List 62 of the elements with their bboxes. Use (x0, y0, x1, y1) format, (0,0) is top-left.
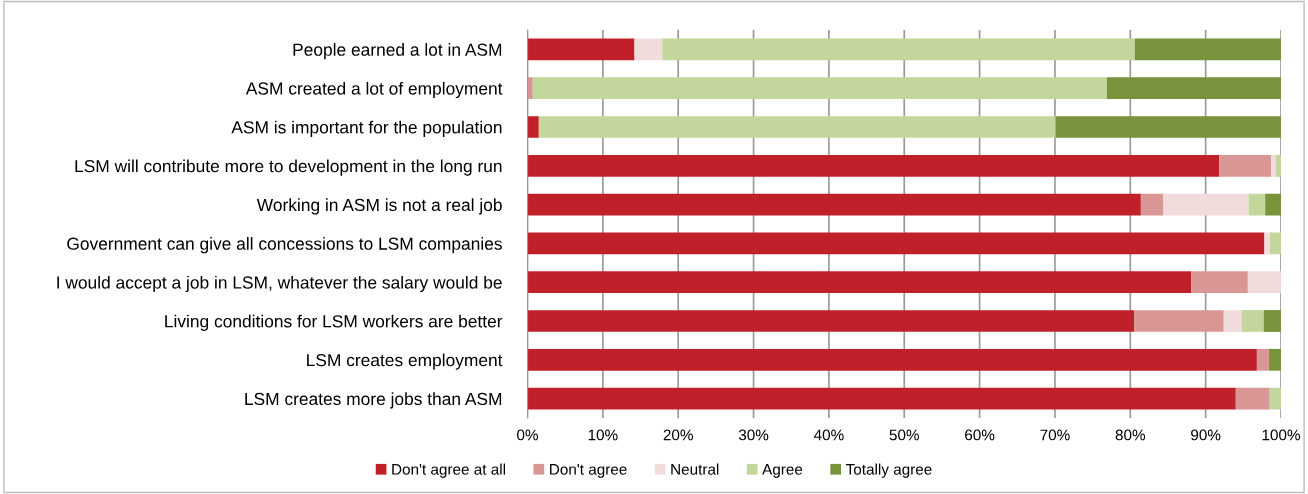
bar (1263, 310, 1281, 332)
bar (1247, 271, 1281, 294)
bar (1264, 232, 1270, 255)
y-tick-label: I would accept a job in LSM, whatever the salary would be (57, 275, 502, 293)
x-tick-label: 50% (889, 429, 919, 441)
y-tick-label: ASM is important for the population (231, 120, 502, 137)
x-tick-label: 10% (588, 429, 618, 441)
bar (527, 348, 1257, 371)
bar (1268, 348, 1281, 371)
legend-label: Neutral (671, 463, 719, 475)
y-tick-label: Government can give all concessions to LSM companies (67, 237, 502, 254)
bar (1275, 154, 1281, 177)
x-tick-label: 90% (1191, 429, 1221, 441)
bar (527, 193, 1141, 216)
bar (527, 77, 533, 100)
bar (1269, 232, 1281, 255)
bar (1256, 348, 1269, 371)
legend-label: Agree (762, 464, 803, 478)
x-tick-label: 0% (517, 429, 538, 441)
bar (527, 310, 1135, 332)
bar (1134, 310, 1224, 332)
legend-label: Don't agree at all (392, 463, 506, 478)
bar (1134, 38, 1281, 61)
bar (532, 77, 1107, 100)
bar (527, 387, 1236, 410)
bar (1248, 193, 1266, 216)
y-tick-label: Working in ASM is not a real job (256, 198, 502, 215)
bar (1106, 77, 1281, 100)
bar (527, 271, 1192, 294)
bar (634, 38, 663, 61)
bar (1219, 154, 1272, 177)
bar (1269, 387, 1281, 410)
bar (1223, 310, 1242, 332)
bar (527, 154, 1220, 177)
bar (527, 232, 1265, 255)
y-tick-label: LSM will contribute more to development in the long run (75, 159, 502, 176)
bar (1191, 271, 1248, 294)
x-tick-label: 100% (1262, 429, 1300, 441)
x-tick-label: 80% (1115, 429, 1146, 441)
bar (527, 116, 539, 138)
bar (527, 38, 635, 61)
x-tick-label: 70% (1040, 429, 1070, 441)
bar (538, 116, 1056, 138)
x-tick-label: 30% (738, 429, 769, 441)
y-tick-label: Living conditions for LSM workers are better (165, 314, 503, 331)
bar (1055, 116, 1281, 138)
x-tick-label: 60% (965, 429, 995, 441)
legend-label: Totally agree (846, 463, 932, 478)
bar (1271, 154, 1276, 177)
x-tick-label: 20% (663, 429, 693, 441)
bar (662, 38, 1135, 61)
bar (1235, 387, 1270, 410)
bar (1265, 193, 1281, 216)
y-tick-label: LSM creates employment (307, 353, 503, 370)
y-tick-label: People earned a lot in ASM (293, 43, 502, 60)
bar (1140, 193, 1164, 216)
y-tick-label: ASM created a lot of employment (245, 81, 503, 99)
bar (1163, 193, 1249, 216)
x-tick-label: 40% (813, 429, 844, 441)
legend-label: Don't agree (550, 464, 627, 478)
y-tick-label: LSM creates more jobs than ASM (245, 392, 502, 409)
bar (1241, 310, 1264, 332)
